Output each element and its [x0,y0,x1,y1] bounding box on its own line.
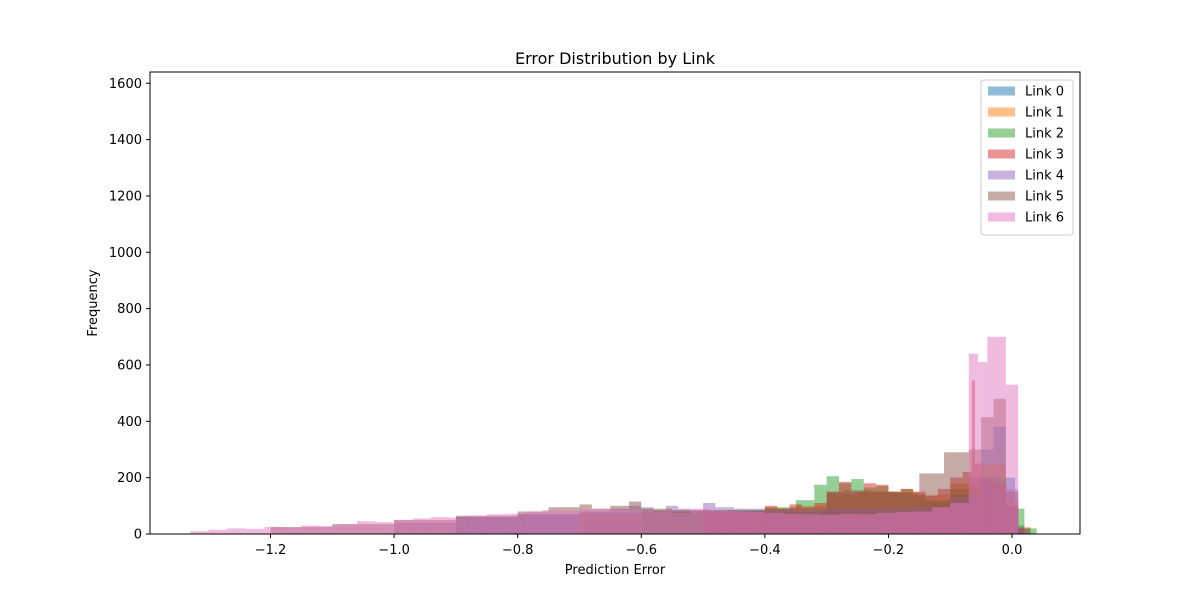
histogram-bar [208,529,228,534]
histogram-bar [894,512,914,534]
y-tick-label: 1600 [109,77,142,92]
histogram-bar [616,510,636,534]
y-tick-label: 1400 [109,133,142,148]
legend-item: Link 2 [988,127,1064,142]
y-tick-label: 400 [117,415,142,430]
chart-title: Error Distribution by Link [515,49,716,68]
histogram-bar [579,509,599,534]
histogram-bar [653,512,673,534]
histogram-bar [764,512,784,534]
histogram-bar [839,513,858,534]
histogram-bar [431,517,450,534]
legend-label: Link 3 [1025,148,1064,163]
histogram-bar [394,519,413,534]
x-tick-label: −0.8 [502,543,534,558]
histogram-bar [505,513,524,534]
x-tick-label: −1.2 [255,543,287,558]
x-axis-label: Prediction Error [565,563,666,578]
legend-label: Link 1 [1025,106,1064,121]
y-tick-label: 200 [117,471,142,486]
legend: Link 0 Link 1 Link 2 Link 3 Link 4 Link 5 Link… [980,79,1074,236]
legend-item: Link 1 [988,106,1064,121]
histogram-bar [264,526,283,534]
histogram-bar [1018,528,1031,534]
histogram-bar [709,510,728,534]
legend-swatch [988,149,1015,159]
x-tick-label: −1.0 [378,543,410,558]
histogram-bar [635,511,654,534]
histogram-bar [190,531,209,534]
histogram-bar [801,514,821,534]
histogram-bar [412,518,432,534]
histogram-bar [468,515,487,534]
y-axis: 0 200 400 600 800 1000 1200 1400 1600 [109,77,150,543]
histogram-bar [950,503,969,534]
histogram-bar [820,514,840,534]
legend-label: Link 5 [1025,190,1064,205]
legend-swatch [988,128,1015,138]
histogram-bar [357,521,376,534]
histogram-bar [338,524,358,534]
histogram-bar [746,512,765,534]
y-tick-label: 0 [134,528,142,543]
legend-item: Link 3 [988,148,1064,163]
legend-label: Link 6 [1025,211,1064,226]
histogram-bar [913,511,932,534]
legend-item: Link 6 [988,211,1064,226]
legend-item: Link 4 [988,169,1064,184]
legend-label: Link 0 [1025,85,1064,100]
histogram-bar [245,528,265,534]
histogram-bar [598,508,617,534]
histogram-bar [968,353,979,534]
bars-layer [190,336,1037,534]
histogram-bar [560,510,580,534]
y-axis-label: Frequency [86,269,101,336]
histogram-bar [282,527,302,534]
x-axis: −1.2 −1.0 −0.8 −0.6 −0.4 −0.2 0.0 [255,534,1023,558]
histogram-bar [542,510,561,534]
legend-swatch [988,170,1015,180]
histogram-bar [672,512,691,534]
x-tick-label: −0.6 [625,543,657,558]
histogram-bar [783,513,802,534]
legend-swatch [988,212,1015,222]
y-tick-label: 800 [117,302,142,317]
histogram-bar [449,517,469,534]
histogram-bar [375,522,395,534]
histogram-bar [876,512,895,534]
y-tick-label: 1000 [109,246,142,261]
histogram-bar [319,526,339,534]
histogram-bar [301,525,320,534]
y-tick-label: 1200 [109,189,142,204]
histogram-bar [227,528,246,534]
histogram-bar [978,362,988,534]
histogram-bar [690,508,710,534]
y-tick-label: 600 [117,358,142,373]
legend-swatch [988,86,1015,96]
legend-swatch [988,191,1015,201]
x-tick-label: 0.0 [1002,543,1023,558]
x-tick-label: −0.4 [749,543,781,558]
legend-label: Link 4 [1025,169,1064,184]
legend-label: Link 2 [1025,127,1064,142]
histogram-bar [931,507,951,534]
legend-item: Link 5 [988,190,1064,205]
histogram-bar [486,514,506,534]
legend-item: Link 0 [988,85,1064,100]
histogram-bar [1005,384,1019,534]
series-link-6 [190,336,1019,534]
histogram-bar [857,514,877,534]
histogram-bar [987,336,1006,534]
plot-frame [149,71,1081,535]
histogram-bar [523,511,543,534]
legend-swatch [988,107,1015,117]
x-tick-label: −0.2 [873,543,905,558]
histogram-bar [727,511,747,534]
